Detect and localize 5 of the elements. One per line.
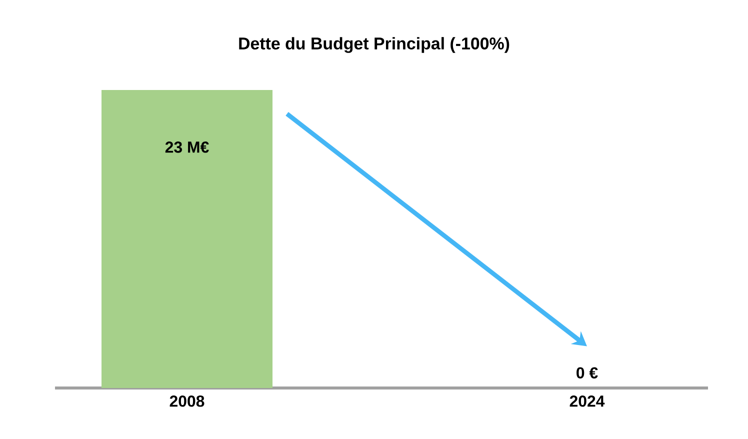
chart-title: Dette du Budget Principal (-100%)	[239, 37, 510, 53]
data-label: 0 €	[576, 367, 598, 378]
data-label: 23 M€	[165, 142, 209, 153]
x-tick-label: 2024	[570, 396, 605, 407]
x-tick-label: 2008	[170, 396, 204, 407]
